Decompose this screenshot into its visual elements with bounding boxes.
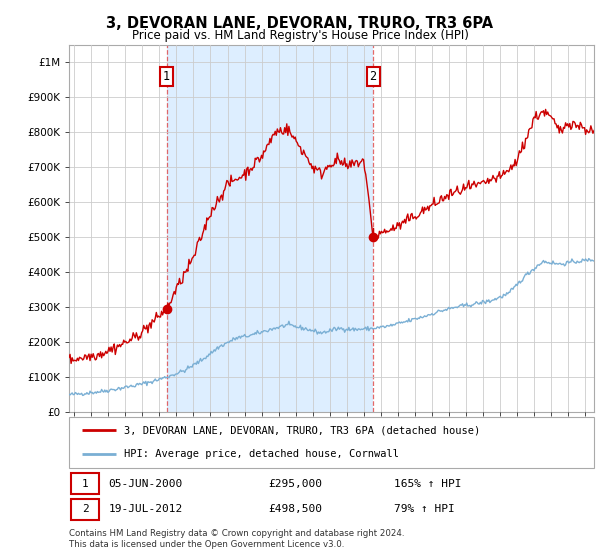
Text: Contains HM Land Registry data © Crown copyright and database right 2024.
This d: Contains HM Land Registry data © Crown c… <box>69 529 404 549</box>
Text: 19-JUL-2012: 19-JUL-2012 <box>109 505 182 515</box>
Text: Price paid vs. HM Land Registry's House Price Index (HPI): Price paid vs. HM Land Registry's House … <box>131 29 469 42</box>
Text: 3, DEVORAN LANE, DEVORAN, TRURO, TR3 6PA: 3, DEVORAN LANE, DEVORAN, TRURO, TR3 6PA <box>106 16 494 31</box>
Text: 1: 1 <box>163 70 170 83</box>
Text: 2: 2 <box>370 70 377 83</box>
Text: 1: 1 <box>82 479 88 489</box>
Text: HPI: Average price, detached house, Cornwall: HPI: Average price, detached house, Corn… <box>124 450 399 460</box>
Text: 05-JUN-2000: 05-JUN-2000 <box>109 479 182 489</box>
FancyBboxPatch shape <box>71 499 100 520</box>
Text: 3, DEVORAN LANE, DEVORAN, TRURO, TR3 6PA (detached house): 3, DEVORAN LANE, DEVORAN, TRURO, TR3 6PA… <box>124 425 481 435</box>
FancyBboxPatch shape <box>71 473 100 494</box>
Text: 79% ↑ HPI: 79% ↑ HPI <box>395 505 455 515</box>
Text: 2: 2 <box>82 505 88 515</box>
Text: £295,000: £295,000 <box>269 479 323 489</box>
Text: 165% ↑ HPI: 165% ↑ HPI <box>395 479 462 489</box>
Bar <box>167 45 373 412</box>
Text: £498,500: £498,500 <box>269 505 323 515</box>
FancyBboxPatch shape <box>69 417 594 468</box>
